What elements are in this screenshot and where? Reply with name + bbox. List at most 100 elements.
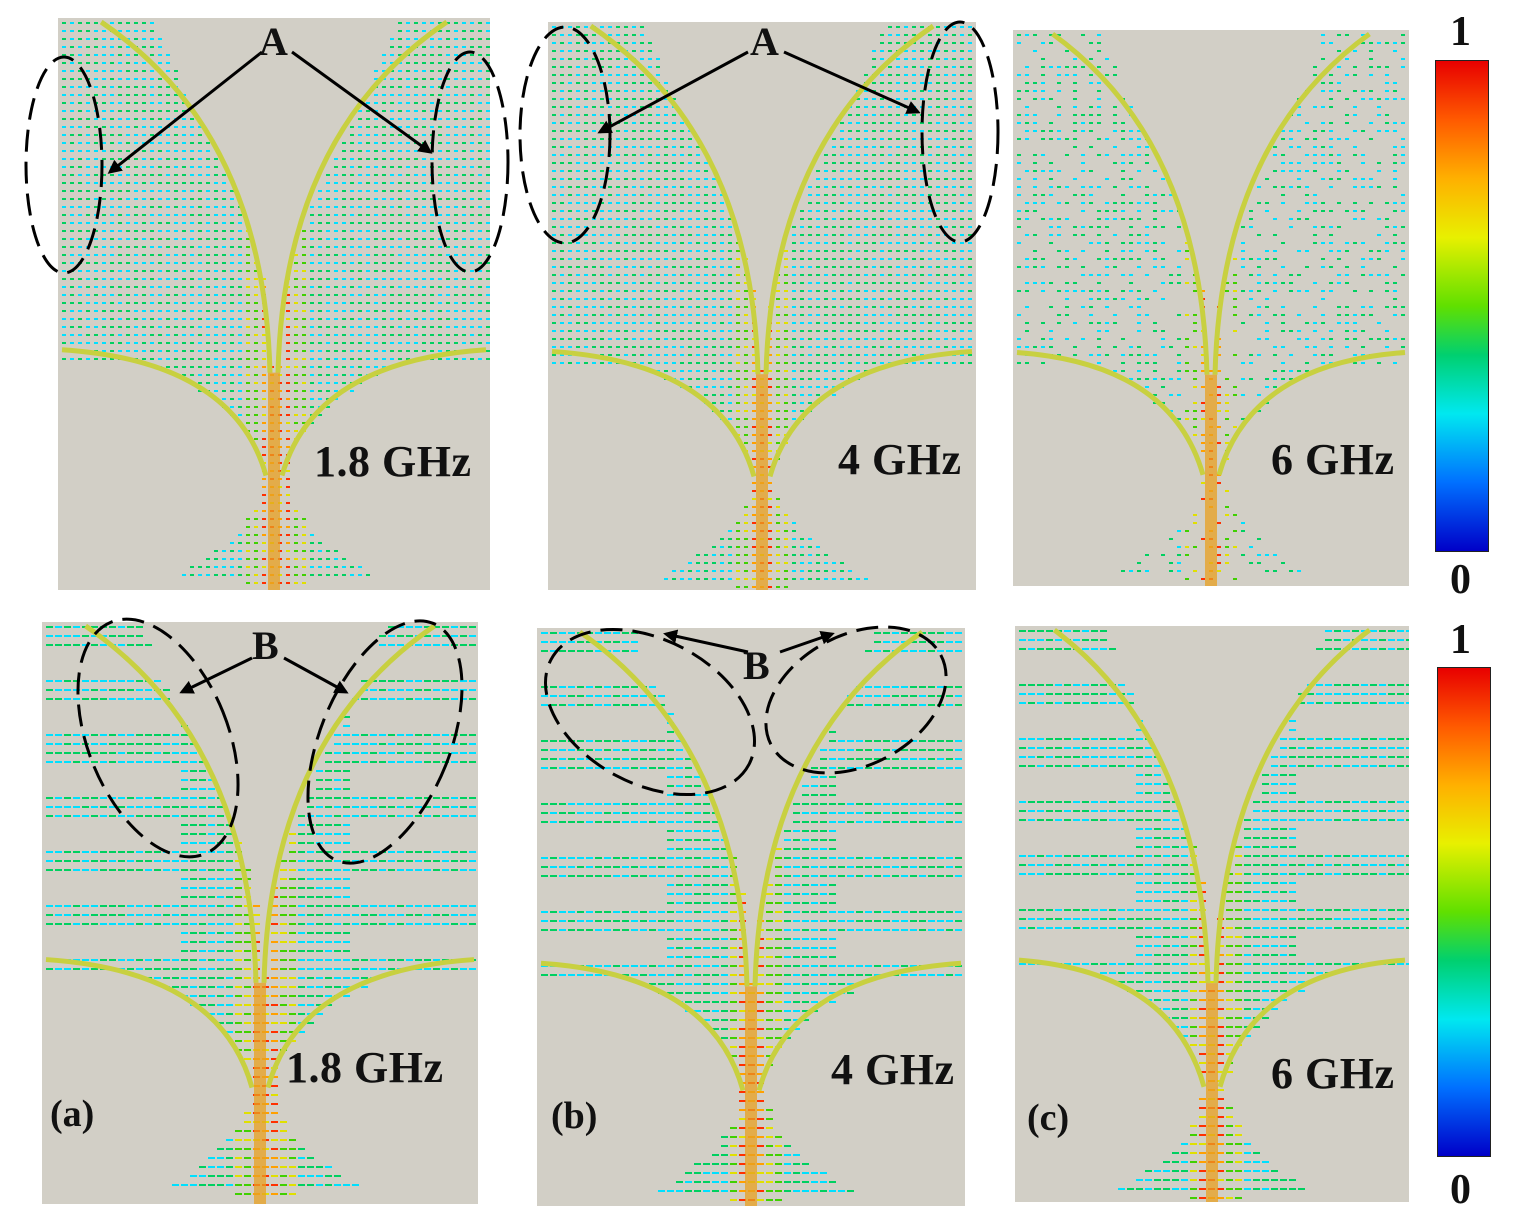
field-vector xyxy=(70,126,74,128)
field-vector xyxy=(1097,98,1101,100)
field-vector xyxy=(928,306,932,308)
field-vector xyxy=(688,266,692,268)
field-vector xyxy=(576,282,580,284)
field-vector xyxy=(182,262,186,264)
field-vector xyxy=(800,370,804,372)
field-vector xyxy=(568,114,572,116)
field-vector xyxy=(350,278,354,280)
field-vector xyxy=(326,566,330,568)
field-vector xyxy=(1393,162,1397,164)
field-vector xyxy=(712,562,716,564)
field-vector xyxy=(142,214,146,216)
field-vector xyxy=(1049,234,1053,236)
field-vector xyxy=(552,258,556,260)
field-vector xyxy=(672,362,676,364)
field-vector xyxy=(936,338,940,340)
field-vector xyxy=(430,94,434,96)
field-vector xyxy=(142,158,146,160)
field-vector xyxy=(640,306,644,308)
field-vector xyxy=(968,114,972,116)
field-vector xyxy=(1361,154,1365,156)
field-vector xyxy=(358,286,362,288)
field-vector xyxy=(110,158,114,160)
field-vector xyxy=(1057,186,1061,188)
field-vector xyxy=(584,74,588,76)
field-vector xyxy=(800,274,804,276)
field-vector xyxy=(470,270,474,272)
field-vector xyxy=(968,242,972,244)
field-vector xyxy=(446,126,450,128)
field-vector xyxy=(1049,282,1053,284)
field-vector xyxy=(286,310,290,312)
field-vector xyxy=(840,210,844,212)
field-vector xyxy=(118,214,122,216)
field-vector xyxy=(952,226,956,228)
field-vector xyxy=(768,482,772,484)
field-vector xyxy=(374,214,378,216)
field-vector xyxy=(568,130,572,132)
field-vector xyxy=(1073,74,1077,76)
field-vector xyxy=(880,74,884,76)
field-vector xyxy=(1393,266,1397,268)
field-vector xyxy=(374,174,378,176)
field-vector xyxy=(728,386,732,388)
field-vector xyxy=(928,330,932,332)
field-vector xyxy=(1065,338,1069,340)
field-vector xyxy=(568,170,572,172)
field-vector xyxy=(848,226,852,228)
field-vector xyxy=(1129,250,1133,252)
field-vector xyxy=(600,90,604,92)
field-vector xyxy=(1145,226,1149,228)
field-vector xyxy=(872,138,876,140)
field-vector xyxy=(214,550,218,552)
field-vector xyxy=(720,570,724,572)
field-vector xyxy=(632,82,636,84)
field-vector xyxy=(1089,290,1093,292)
field-vector xyxy=(624,130,628,132)
field-vector xyxy=(832,274,836,276)
field-vector xyxy=(688,290,692,292)
field-vector xyxy=(1121,242,1125,244)
field-vector xyxy=(952,178,956,180)
field-vector xyxy=(142,110,146,112)
field-vector xyxy=(1353,210,1357,212)
field-vector xyxy=(584,218,588,220)
field-vector xyxy=(486,94,490,96)
field-vector xyxy=(438,326,442,328)
field-vector xyxy=(246,534,250,536)
field-vector xyxy=(1361,34,1365,36)
field-vector xyxy=(310,574,314,576)
field-vector xyxy=(174,294,178,296)
field-vector xyxy=(446,262,450,264)
field-vector xyxy=(286,430,290,432)
field-vector xyxy=(422,78,426,80)
field-vector xyxy=(880,114,884,116)
field-vector xyxy=(222,182,226,184)
field-vector xyxy=(624,242,628,244)
field-vector xyxy=(864,178,868,180)
field-vector xyxy=(254,566,258,568)
field-vector xyxy=(960,346,964,348)
field-vector xyxy=(342,142,346,144)
field-vector xyxy=(1073,106,1077,108)
field-vector xyxy=(454,270,458,272)
field-vector xyxy=(462,222,466,224)
field-vector xyxy=(182,158,186,160)
field-vector xyxy=(62,46,66,48)
field-vector xyxy=(848,370,852,372)
field-vector xyxy=(1073,178,1077,180)
field-vector xyxy=(696,194,700,196)
field-vector xyxy=(712,306,716,308)
field-vector xyxy=(406,70,410,72)
field-vector xyxy=(1089,226,1093,228)
field-vector xyxy=(182,214,186,216)
field-vector xyxy=(928,186,932,188)
field-vector xyxy=(720,538,724,540)
field-vector xyxy=(166,342,170,344)
field-vector xyxy=(1097,66,1101,68)
field-vector xyxy=(262,542,266,544)
field-vector xyxy=(704,186,708,188)
field-vector xyxy=(414,70,418,72)
field-vector xyxy=(1369,66,1373,68)
field-vector xyxy=(254,534,258,536)
